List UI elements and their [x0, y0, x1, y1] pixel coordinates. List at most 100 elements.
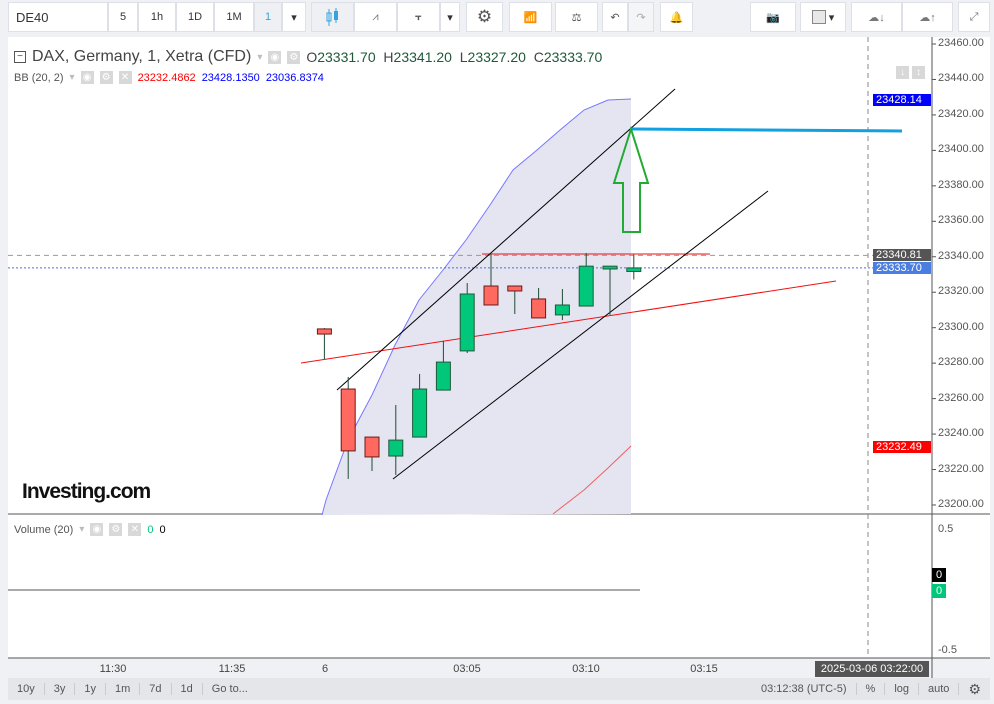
close-icon[interactable]: ✕: [118, 71, 132, 84]
candle-body: [316, 328, 332, 335]
interval-1h[interactable]: 1h: [138, 2, 176, 32]
collapse-icon[interactable]: −: [14, 51, 26, 63]
open-label: O: [306, 49, 318, 65]
settings-gear-icon[interactable]: ⚙: [968, 680, 981, 697]
price-tick: 23380.00: [938, 178, 984, 191]
price-tick: 23400.00: [938, 143, 984, 156]
range-3y[interactable]: 3y: [45, 683, 76, 695]
bb-basis-line: [552, 445, 632, 515]
eye-icon[interactable]: ◉: [268, 50, 282, 64]
bb-name[interactable]: BB (20, 2): [14, 71, 64, 84]
candle-body: [554, 304, 570, 316]
volume-name[interactable]: Volume (20): [14, 523, 74, 536]
high-label: H: [383, 49, 394, 65]
price-tick: 23440.00: [938, 72, 984, 85]
target-line-drawing: [629, 127, 903, 133]
goto-button[interactable]: Go to...: [211, 683, 248, 695]
range-10y[interactable]: 10y: [8, 683, 45, 695]
price-tick: 23240.00: [938, 427, 984, 440]
bb-legend: BB (20, 2) ▾ ◉ ⚙ ✕ 23232.4862 23428.1350 23…: [14, 71, 324, 84]
fullscreen-button[interactable]: ⤢: [958, 2, 990, 32]
time-tick: 6: [321, 663, 329, 675]
trendline-drawing: [300, 280, 837, 364]
redo-button[interactable]: ↷: [628, 2, 654, 32]
time-tick: 03:05: [453, 663, 481, 675]
chevron-down-icon: ▾: [291, 11, 297, 24]
indicators-button[interactable]: 📶: [509, 2, 552, 32]
time-tick: 11:30: [99, 663, 127, 675]
settings-button[interactable]: ⚙: [466, 2, 503, 32]
undo-button[interactable]: ↶: [602, 2, 628, 32]
symbol-input[interactable]: DE40: [8, 2, 108, 32]
low-label: L: [459, 49, 468, 65]
range-1m[interactable]: 1m: [106, 683, 141, 695]
camera-icon: 📷: [766, 11, 780, 24]
chart-type-dropdown[interactable]: ▾: [440, 2, 460, 32]
auto-toggle[interactable]: auto: [919, 683, 960, 695]
chart-legend: − DAX, Germany, 1, Xetra (CFD) ▾ ◉ ⚙ O2333…: [14, 48, 602, 66]
close-value: 23333.70: [543, 49, 603, 65]
gear-icon[interactable]: ⚙: [99, 71, 113, 84]
volume-tag: 0: [932, 568, 946, 582]
crosshair-time-label: 2025-03-06 03:22:00: [815, 661, 929, 677]
price-tick: 23200.00: [938, 497, 984, 510]
range-1y[interactable]: 1y: [75, 683, 106, 695]
price-tag: 23232.49: [873, 441, 931, 454]
candle-body: [507, 285, 523, 292]
percent-toggle[interactable]: %: [857, 683, 886, 695]
line-chart-icon: ⩘: [372, 10, 379, 23]
cloud-save-icon: ☁↑: [919, 11, 936, 24]
candle-body: [435, 361, 451, 391]
snapshot-button[interactable]: 📷: [750, 2, 796, 32]
redo-icon: ↷: [636, 11, 646, 24]
arrow-down-icon[interactable]: ↓: [896, 66, 909, 79]
interval-dropdown[interactable]: ▾: [282, 2, 306, 32]
interval-1[interactable]: 1: [254, 2, 282, 32]
eye-icon[interactable]: ◉: [80, 71, 94, 84]
candle-body: [578, 265, 594, 307]
close-label: C: [533, 49, 544, 65]
bb-fill: [322, 99, 631, 515]
compare-button[interactable]: ⚖: [555, 2, 598, 32]
indicators-icon: 📶: [523, 11, 538, 24]
fullscreen-icon: ⤢: [969, 10, 979, 23]
arrows-vertical-icon[interactable]: ↕: [912, 66, 925, 79]
alert-button[interactable]: 🔔: [660, 2, 693, 32]
range-7d[interactable]: 7d: [140, 683, 172, 695]
price-tick: 23340.00: [938, 249, 984, 262]
candle-body: [602, 265, 618, 270]
open-value: 23331.70: [317, 49, 376, 65]
candles-button[interactable]: [311, 2, 354, 32]
log-toggle[interactable]: log: [885, 683, 920, 695]
candles-icon: [326, 8, 338, 26]
eye-icon[interactable]: ◉: [90, 523, 104, 536]
candle-body: [483, 285, 499, 306]
interval-1d[interactable]: 1D: [176, 2, 214, 32]
volume-value: 0: [147, 523, 154, 536]
gear-icon[interactable]: ⚙: [109, 523, 123, 536]
channel-lower-line: [392, 190, 769, 480]
time-tick: 03:10: [572, 663, 600, 675]
close-icon[interactable]: ✕: [128, 523, 142, 536]
save-button[interactable]: ☁↑: [902, 2, 953, 32]
interval-5[interactable]: 5: [108, 2, 138, 32]
color-button[interactable]: ▾: [800, 2, 846, 32]
range-1d[interactable]: 1d: [172, 683, 203, 695]
candle-body: [340, 388, 356, 452]
gear-icon[interactable]: ⚙: [287, 50, 301, 64]
price-tick: 23460.00: [938, 37, 984, 49]
interval-1m[interactable]: 1M: [214, 2, 254, 32]
price-tag: 23428.14: [873, 94, 931, 107]
candle-body: [364, 436, 380, 458]
symbol-title[interactable]: DAX, Germany, 1, Xetra (CFD): [32, 48, 252, 65]
candle-body: [626, 267, 642, 272]
price-tick: 23420.00: [938, 107, 984, 120]
alert-bell-icon: 🔔: [669, 11, 684, 24]
line-chart-button[interactable]: ⩘: [354, 2, 397, 32]
candle-body: [388, 439, 404, 457]
settings-gear-icon: ⚙: [476, 7, 493, 26]
clock[interactable]: 03:12:38 (UTC-5): [752, 683, 857, 695]
load-button[interactable]: ☁↓: [851, 2, 902, 32]
bars-button[interactable]: ⫟: [397, 2, 440, 32]
